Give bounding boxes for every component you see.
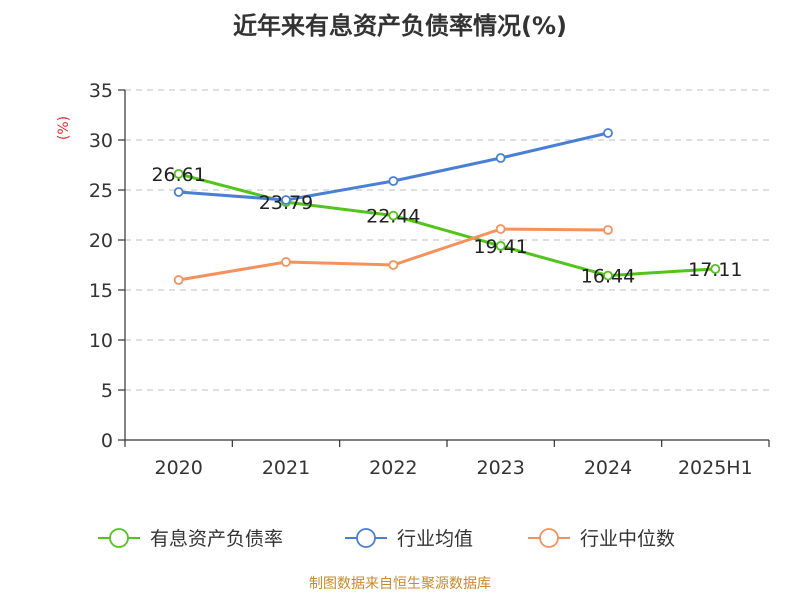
y-tick-label: 0 [101, 430, 113, 452]
data-point [495, 224, 506, 234]
data-point [281, 257, 291, 267]
y-tick-label: 15 [89, 280, 113, 302]
data-point [173, 187, 184, 197]
series-line-2 [177, 227, 610, 282]
y-tick-label: 35 [89, 80, 113, 102]
data-point [710, 263, 721, 274]
data-point [495, 153, 506, 163]
x-tick-label: 2022 [369, 457, 417, 479]
data-point [281, 195, 291, 205]
data-label: 16.44 [581, 266, 635, 288]
data-point [388, 176, 399, 186]
data-label: 23.79 [259, 192, 313, 214]
data-point [173, 275, 184, 285]
data-label: 17.11 [688, 259, 742, 281]
data-point [388, 210, 399, 221]
data-labels: 26.61 23.79 22.44 19.41 16.44 17.11 [151, 164, 742, 288]
y-tick-label: 25 [89, 180, 113, 202]
legend-label: 行业中位数 [580, 528, 675, 550]
data-point [603, 270, 613, 281]
series-lines [173, 128, 721, 285]
y-axis-unit-label: (%) [56, 116, 72, 140]
data-label: 26.61 [151, 164, 205, 186]
data-point [603, 128, 613, 138]
axes: 0 5 10 15 20 25 30 35 2020 2021 2022 2023 2024 2025H1 [89, 80, 770, 479]
legend-marker [539, 528, 559, 548]
y-tick-label: 10 [89, 330, 113, 352]
data-point [173, 168, 184, 179]
x-tick-label: 2021 [262, 457, 310, 479]
x-tick-label: 2024 [584, 457, 632, 479]
legend-label: 有息资产负债率 [150, 528, 283, 550]
legend-marker [356, 528, 376, 548]
chart-title: 近年来有息资产负债率情况(%) [233, 12, 567, 40]
source-note: 制图数据来自恒生聚源数据库 [309, 576, 491, 592]
data-point [603, 225, 613, 235]
legend-label: 行业均值 [397, 528, 473, 550]
legend: 有息资产负债率 行业均值 行业中位数 [98, 528, 675, 550]
data-point [495, 240, 506, 251]
x-tick-label: 2025H1 [678, 457, 753, 479]
grid-lines [125, 89, 769, 391]
y-tick-label: 20 [89, 230, 113, 252]
data-point [388, 260, 399, 270]
y-tick-label: 5 [101, 380, 113, 402]
data-label: 22.44 [366, 206, 420, 228]
y-tick-label: 30 [89, 130, 113, 152]
x-tick-label: 2023 [476, 457, 524, 479]
x-tick-label: 2020 [154, 457, 202, 479]
data-label: 19.41 [473, 236, 527, 258]
series-line-0 [177, 172, 717, 278]
legend-marker [109, 528, 129, 548]
